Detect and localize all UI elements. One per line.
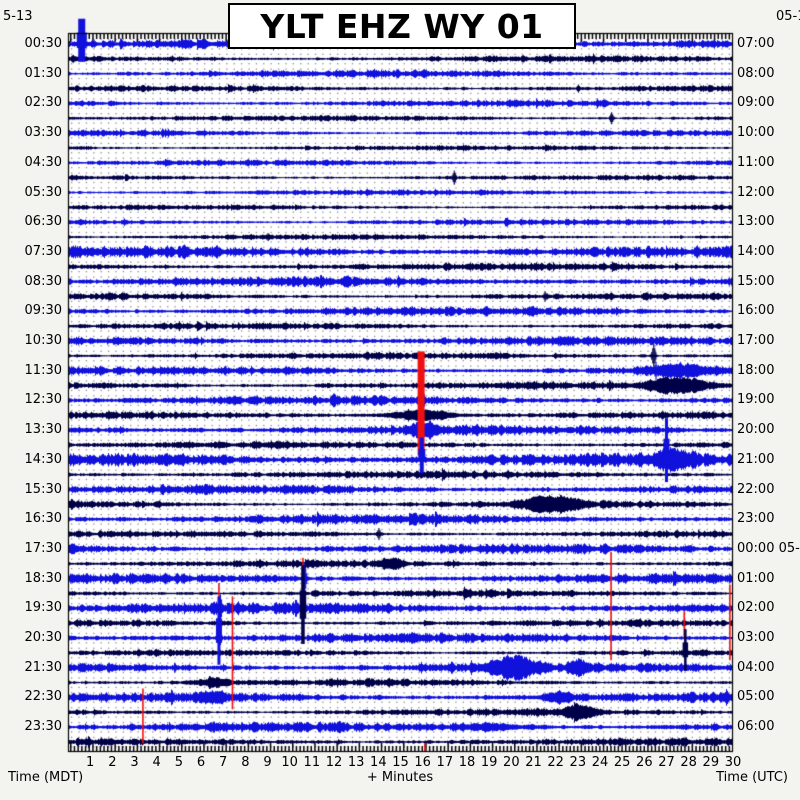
mdt-label: 16:30 xyxy=(24,511,62,526)
minute-tick-label: 19 xyxy=(480,755,498,770)
minute-tick-label: 9 xyxy=(263,755,272,770)
utc-label: 00:00 05-14 xyxy=(737,541,800,556)
mdt-label: 04:30 xyxy=(24,155,62,170)
mdt-label: 21:30 xyxy=(24,660,62,675)
utc-label: 19:00 xyxy=(737,392,775,407)
utc-label: 07:00 xyxy=(737,36,775,51)
utc-label: 17:00 xyxy=(737,333,775,348)
mdt-label: 20:30 xyxy=(24,630,62,645)
station-title-box: YLT EHZ WY 01 xyxy=(228,3,576,49)
utc-label: 15:00 xyxy=(737,274,775,289)
utc-label: 22:00 xyxy=(737,482,775,497)
minute-tick-label: 12 xyxy=(325,755,343,770)
mdt-label: 11:30 xyxy=(24,363,62,378)
minute-tick-label: 21 xyxy=(525,755,542,770)
minute-tick-label: 23 xyxy=(569,755,587,770)
minute-tick-label: 24 xyxy=(591,755,609,770)
mdt-label: 05:30 xyxy=(24,185,62,200)
utc-label: 04:00 xyxy=(737,660,775,675)
utc-label: 02:00 xyxy=(737,600,775,615)
mdt-label: 14:30 xyxy=(24,452,62,467)
minute-tick-label: 22 xyxy=(547,755,564,770)
minute-tick-label: 13 xyxy=(347,755,365,770)
minute-tick-label: 4 xyxy=(152,755,161,770)
minute-tick-label: 18 xyxy=(458,755,476,770)
minute-tick-label: 1 xyxy=(86,755,95,770)
utc-label: 01:00 xyxy=(737,571,775,586)
minute-tick-label: 15 xyxy=(392,755,409,770)
mdt-label: 22:30 xyxy=(24,689,62,704)
mdt-label: 08:30 xyxy=(24,274,62,289)
mdt-label: 15:30 xyxy=(24,482,62,497)
mdt-label: 18:30 xyxy=(24,571,62,586)
mdt-label: 06:30 xyxy=(24,214,62,229)
minute-tick-label: 28 xyxy=(680,755,697,770)
minute-tick-label: 20 xyxy=(503,755,520,770)
utc-label: 10:00 xyxy=(737,125,775,140)
mdt-label: 17:30 xyxy=(24,541,62,556)
mdt-label: 07:30 xyxy=(24,244,62,259)
minute-tick-label: 27 xyxy=(658,755,675,770)
utc-label: 13:00 xyxy=(737,214,775,229)
utc-label: 18:00 xyxy=(737,363,775,378)
utc-label: 08:00 xyxy=(737,66,775,81)
mdt-label: 00:30 xyxy=(24,36,62,51)
utc-label: 21:00 xyxy=(737,452,775,467)
minute-tick-label: 26 xyxy=(636,755,653,770)
end-date-label: 05-1 xyxy=(776,9,800,24)
mdt-label: 03:30 xyxy=(24,125,62,140)
mdt-label: 10:30 xyxy=(24,333,62,348)
utc-label: 23:00 xyxy=(737,511,775,526)
utc-label: 11:00 xyxy=(737,155,775,170)
utc-label: 20:00 xyxy=(737,422,775,437)
minutes-axis-title: + Minutes xyxy=(366,770,434,785)
utc-label: 05:00 xyxy=(737,689,775,704)
mdt-label: 02:30 xyxy=(24,95,62,110)
utc-label: 16:00 xyxy=(737,303,775,318)
minute-tick-label: 8 xyxy=(241,755,250,770)
minute-tick-label: 6 xyxy=(196,755,206,770)
minute-tick-label: 17 xyxy=(436,755,454,770)
start-date-label: 5-13 xyxy=(3,9,33,24)
utc-label: 12:00 xyxy=(737,185,775,200)
minute-tick-label: 14 xyxy=(370,755,387,770)
mdt-label: 23:30 xyxy=(24,719,62,734)
mdt-axis-title: Time (MDT) xyxy=(8,770,84,785)
mdt-label: 13:30 xyxy=(24,422,62,437)
minute-tick-label: 5 xyxy=(174,755,183,770)
mdt-label: 19:30 xyxy=(24,600,62,615)
minute-tick-label: 2 xyxy=(108,755,117,770)
minute-tick-label: 10 xyxy=(281,755,298,770)
minute-tick-label: 3 xyxy=(130,755,139,770)
minute-tick-label: 25 xyxy=(613,755,631,770)
station-title: YLT EHZ WY 01 xyxy=(260,6,544,46)
mdt-label: 09:30 xyxy=(24,303,62,318)
utc-label: 03:00 xyxy=(737,630,775,645)
utc-label: 06:00 xyxy=(737,719,775,734)
mdt-label: 01:30 xyxy=(24,66,62,81)
utc-label: 09:00 xyxy=(737,95,775,110)
utc-label: 14:00 xyxy=(737,244,775,259)
minute-tick-label: 16 xyxy=(414,755,431,770)
mdt-label: 12:30 xyxy=(24,392,62,407)
minute-tick-label: 30 xyxy=(724,755,742,770)
minute-tick-label: 11 xyxy=(303,755,321,770)
minute-tick-label: 29 xyxy=(702,755,720,770)
minute-tick-label: 7 xyxy=(219,755,228,770)
utc-axis-title: Time (UTC) xyxy=(716,770,788,785)
